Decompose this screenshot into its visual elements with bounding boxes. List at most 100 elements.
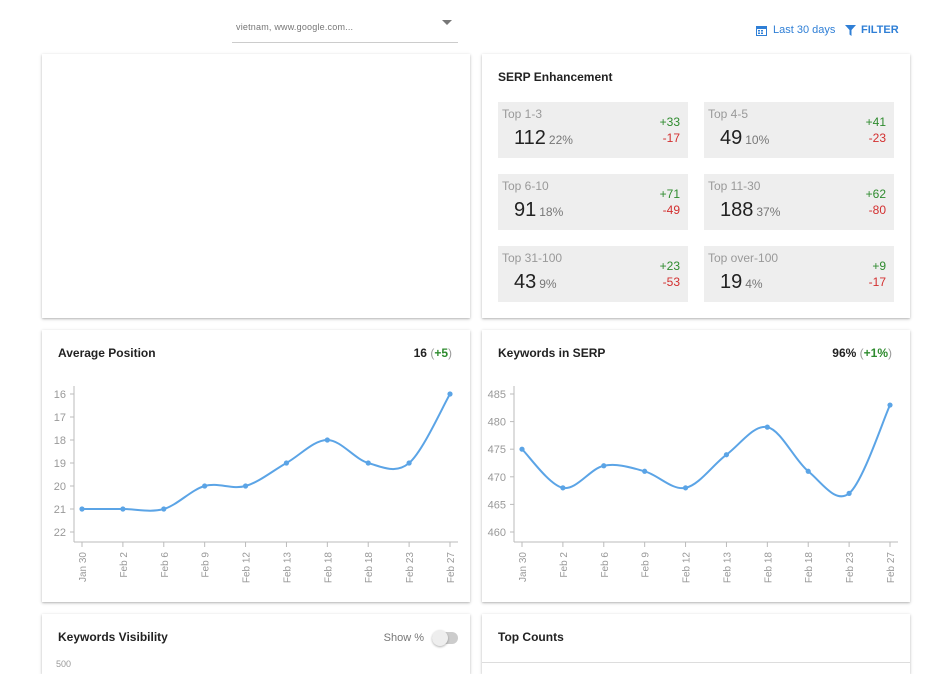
- filter-label: FILTER: [861, 24, 899, 36]
- data-point[interactable]: [642, 468, 648, 474]
- tile-gain: +9: [872, 259, 886, 273]
- calendar-icon: [756, 25, 767, 36]
- top-counts-card: Top Counts: [482, 614, 910, 674]
- tile-loss: -17: [662, 131, 680, 145]
- data-point[interactable]: [283, 460, 290, 466]
- x-tick-label: Feb 6: [160, 552, 171, 578]
- chevron-down-icon[interactable]: [442, 20, 452, 25]
- data-point[interactable]: [764, 424, 770, 430]
- serp-tile[interactable]: Top 1-3 112 22% +33 -17: [498, 102, 688, 158]
- card-title: Keywords in SERP: [498, 346, 606, 360]
- y-tick-label: 18: [54, 435, 66, 447]
- tile-count: 112: [514, 127, 546, 149]
- tile-gain: +33: [659, 115, 680, 129]
- x-tick-label: Feb 18: [763, 552, 774, 584]
- site-selector-value: vietnam, www.google.com...: [236, 22, 354, 32]
- summary-value: 16: [413, 346, 427, 360]
- date-range-button[interactable]: Last 30 days: [756, 22, 835, 38]
- show-percent-toggle[interactable]: [432, 630, 458, 646]
- data-point[interactable]: [120, 506, 126, 512]
- tile-count: 188: [720, 199, 754, 221]
- x-tick-label: Feb 18: [364, 552, 375, 584]
- x-tick-label: Feb 13: [282, 552, 293, 584]
- tile-percent: 37%: [756, 205, 781, 219]
- x-tick-label: Feb 9: [201, 552, 212, 578]
- tile-label: Top 31-100: [502, 251, 563, 265]
- visibility-first-tick: 500: [56, 659, 72, 669]
- y-tick-label: 16: [54, 389, 66, 401]
- data-point[interactable]: [79, 506, 85, 512]
- site-selector[interactable]: vietnam, www.google.com...: [232, 14, 458, 43]
- x-tick-label: Feb 27: [446, 552, 457, 584]
- tile-value: 112 22%: [514, 127, 573, 150]
- tile-percent: 4%: [745, 277, 763, 291]
- y-tick-label: 475: [488, 444, 506, 456]
- tile-label: Top 6-10: [502, 179, 549, 193]
- data-point[interactable]: [365, 460, 371, 466]
- card-title: Keywords Visibility: [58, 630, 168, 644]
- data-point[interactable]: [601, 463, 607, 469]
- x-tick-label: Jan 30: [518, 552, 529, 582]
- data-point[interactable]: [723, 452, 730, 458]
- serp-tile[interactable]: Top 6-10 91 18% +71 -49: [498, 174, 688, 230]
- data-point[interactable]: [887, 402, 893, 408]
- data-point[interactable]: [805, 468, 811, 474]
- data-point[interactable]: [161, 506, 167, 512]
- average-position-summary: 16 (+5): [414, 346, 452, 360]
- data-point[interactable]: [202, 483, 208, 489]
- series-line: [521, 404, 891, 498]
- tile-gain: +23: [659, 259, 680, 273]
- summary-paren-open: (: [859, 346, 864, 360]
- tile-percent: 9%: [539, 277, 557, 291]
- y-tick-label: 21: [54, 504, 66, 516]
- data-point[interactable]: [846, 490, 852, 496]
- x-tick-label: Feb 2: [119, 552, 130, 578]
- keywords-in-serp-summary: 96% (+1%): [832, 346, 892, 360]
- x-tick-label: Feb 23: [405, 552, 416, 584]
- x-tick-label: Feb 6: [600, 552, 611, 578]
- tile-count: 49: [720, 127, 743, 149]
- x-tick-label: Feb 23: [845, 552, 856, 584]
- data-point[interactable]: [447, 391, 453, 397]
- data-point[interactable]: [242, 483, 249, 489]
- x-tick-label: Feb 13: [722, 552, 733, 584]
- filter-icon: [845, 24, 856, 36]
- top-counts-table-header: [482, 662, 910, 663]
- data-point[interactable]: [406, 460, 412, 466]
- tile-count: 19: [720, 271, 743, 293]
- serp-tile[interactable]: Top over-100 19 4% +9 -17: [704, 246, 894, 302]
- card-title: SERP Enhancement: [498, 70, 613, 84]
- toggle-knob[interactable]: [432, 630, 448, 646]
- data-point[interactable]: [560, 485, 566, 491]
- tile-percent: 10%: [745, 133, 770, 147]
- filter-button[interactable]: FILTER: [845, 22, 899, 38]
- serp-tile[interactable]: Top 4-5 49 10% +41 -23: [704, 102, 894, 158]
- date-range-label: Last 30 days: [773, 24, 836, 36]
- keywords-in-serp-card: Keywords in SERP 96% (+1%) 460 465 470 475 4…: [482, 330, 910, 602]
- serp-tile[interactable]: Top 11-30 188 37% +62 -80: [704, 174, 894, 230]
- x-tick-label: Feb 2: [559, 552, 570, 578]
- tile-value: 91 18%: [514, 199, 563, 222]
- y-tick-label: 17: [54, 412, 66, 424]
- tile-loss: -23: [868, 131, 886, 145]
- data-point[interactable]: [324, 437, 330, 443]
- x-tick-label: Jan 30: [78, 552, 89, 582]
- x-tick-label: Feb 12: [242, 552, 253, 584]
- serp-tile[interactable]: Top 31-100 43 9% +23 -53: [498, 246, 688, 302]
- data-point[interactable]: [682, 485, 689, 491]
- tile-loss: -53: [662, 275, 680, 289]
- tile-loss: -17: [868, 275, 886, 289]
- tile-value: 188 37%: [720, 199, 780, 222]
- tile-count: 91: [514, 199, 537, 221]
- tile-label: Top 4-5: [708, 107, 749, 121]
- keywords-visibility-card: Keywords Visibility Show % 500: [42, 614, 470, 674]
- data-point[interactable]: [519, 446, 525, 452]
- x-tick-label: Feb 12: [682, 552, 693, 584]
- summary-value: 96%: [832, 346, 857, 360]
- tile-label: Top 11-30: [708, 179, 761, 193]
- tile-value: 43 9%: [514, 271, 557, 294]
- show-percent-label: Show %: [383, 632, 424, 644]
- card-title: Average Position: [58, 346, 156, 360]
- blank-card: [42, 54, 470, 318]
- card-title: Top Counts: [498, 630, 564, 644]
